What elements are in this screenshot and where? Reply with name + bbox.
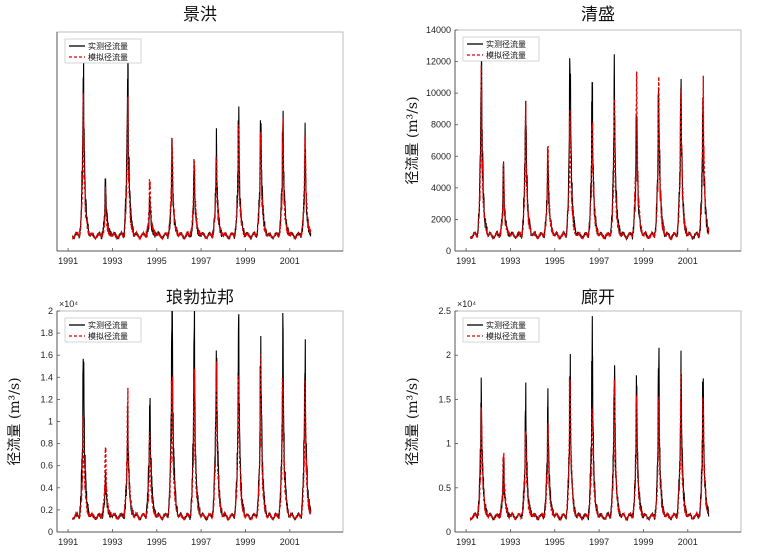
x-tick-label: 1995	[545, 256, 565, 266]
legend-box	[462, 317, 540, 343]
legend-label: 模拟径流量	[486, 50, 526, 60]
y-exponent-label: ×10⁴	[457, 299, 476, 309]
x-tick-label: 1999	[633, 537, 653, 547]
chart-title: 景洪	[183, 5, 217, 25]
y-tick-label: 1	[446, 439, 451, 449]
y-tick-label: 0	[446, 246, 451, 256]
y-axis-label: 径流量 (m³/s)	[405, 377, 421, 465]
y-tick-label: 0.4	[40, 483, 53, 493]
x-tick-label: 1993	[500, 256, 520, 266]
x-tick-label: 1991	[456, 256, 476, 266]
y-tick-label: 12000	[426, 57, 451, 67]
y-tick-label: 1.2	[40, 394, 53, 404]
y-tick-label: 8000	[431, 120, 451, 130]
series-line-observed	[469, 316, 710, 522]
y-tick-label: 6000	[431, 151, 451, 161]
x-tick-label: 2001	[280, 256, 300, 266]
legend-box	[462, 36, 540, 62]
series-line-simulated	[71, 354, 312, 522]
y-exponent-label: ×10⁴	[59, 299, 78, 309]
series-line-observed	[71, 44, 312, 241]
x-tick-label: 1993	[102, 256, 122, 266]
y-tick-label: 2	[446, 350, 451, 360]
x-tick-label: 1997	[589, 256, 609, 266]
y-tick-label: 2.5	[438, 306, 451, 316]
legend-label: 实测径流量	[486, 39, 526, 49]
x-tick-label: 1997	[589, 537, 609, 547]
x-tick-label: 1995	[147, 537, 167, 547]
chart-panel-3: 琅勃拉邦 1991 1993 1995 1997 1999 2001 0 0.2 0.4 0.6 0.…	[7, 288, 344, 547]
y-tick-label: 14000	[426, 25, 451, 35]
y-tick-label: 1	[48, 417, 53, 427]
y-axis-label: 径流量 (m³/s)	[405, 96, 421, 184]
x-tick-label: 1993	[102, 537, 122, 547]
x-tick-label: 1995	[147, 256, 167, 266]
x-tick-label: 1995	[545, 537, 565, 547]
x-tick-label: 1999	[235, 256, 255, 266]
x-tick-label: 1999	[633, 256, 653, 266]
y-axis-label: 径流量 (m³/s)	[7, 377, 23, 465]
series-line-simulated	[469, 372, 710, 522]
x-tick-label: 1991	[456, 537, 476, 547]
y-tick-label: 4000	[431, 183, 451, 193]
legend-label: 实测径流量	[486, 320, 526, 330]
y-tick-label: 2000	[431, 214, 451, 224]
x-tick-label: 2001	[280, 537, 300, 547]
y-tick-label: 2	[48, 306, 53, 316]
y-tick-label: 1.5	[438, 394, 451, 404]
chart-panel-2: 清盛 1991 1993 1995 1997 1999 2001 0 2000 4000 6000 8…	[405, 5, 742, 266]
legend-label: 模拟径流量	[88, 331, 128, 341]
plot-frame	[454, 29, 742, 252]
series-line-observed	[469, 53, 710, 241]
y-tick-label: 1.8	[40, 328, 53, 338]
x-tick-label: 2001	[678, 537, 698, 547]
x-tick-label: 1991	[58, 256, 78, 266]
x-tick-label: 1999	[235, 537, 255, 547]
chart-panel-4: 廊开 1991 1993 1995 1997 1999 2001 0 0.5 1 1.5 2 2.5 ×1…	[405, 288, 742, 547]
y-tick-label: 0	[48, 527, 53, 537]
legend-box	[64, 38, 142, 64]
x-tick-label: 1997	[191, 537, 211, 547]
series-line-simulated	[469, 65, 710, 241]
legend-label: 模拟径流量	[88, 52, 128, 62]
y-tick-label: 10000	[426, 88, 451, 98]
y-tick-label: 0	[446, 527, 451, 537]
legend-label: 模拟径流量	[486, 331, 526, 341]
y-tick-label: 1.4	[40, 372, 53, 382]
series-line-simulated	[71, 93, 312, 241]
chart-title: 廊开	[581, 288, 615, 308]
y-tick-label: 1.6	[40, 350, 53, 360]
legend-label: 实测径流量	[88, 41, 128, 51]
y-tick-label: 0.2	[40, 505, 53, 515]
y-tick-label: 0.6	[40, 461, 53, 471]
y-tick-label: 0.5	[438, 483, 451, 493]
chart-title: 清盛	[581, 5, 615, 25]
y-tick-label: 0.8	[40, 439, 53, 449]
chart-title: 琅勃拉邦	[166, 288, 234, 308]
x-tick-label: 1991	[58, 537, 78, 547]
plot-frame	[454, 310, 742, 533]
x-tick-label: 1997	[191, 256, 211, 266]
plot-frame	[56, 310, 344, 533]
legend-label: 实测径流量	[88, 320, 128, 330]
legend-box	[64, 317, 142, 343]
plot-frame	[56, 31, 344, 252]
x-tick-label: 2001	[678, 256, 698, 266]
x-tick-label: 1993	[500, 537, 520, 547]
